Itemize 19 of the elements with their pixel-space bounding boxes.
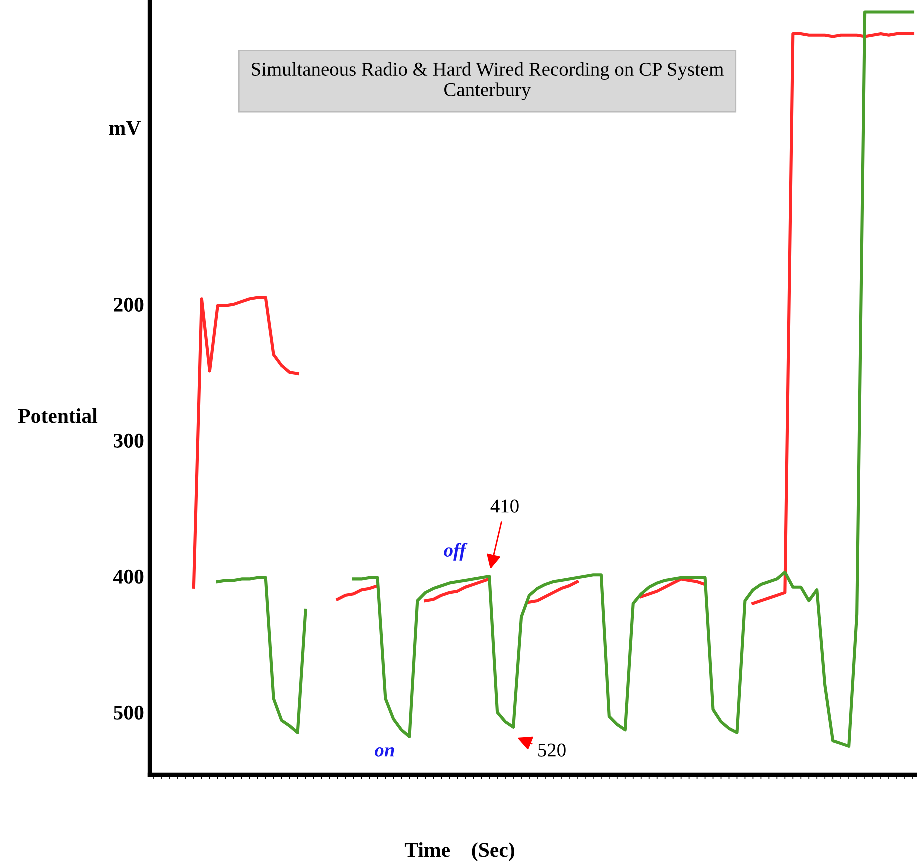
annotation: 520	[538, 744, 566, 757]
x-axis-title: Time (Sec)	[404, 842, 514, 862]
y-tick-label: 200	[114, 298, 144, 312]
annotation: 410	[490, 500, 519, 513]
text: mV	[109, 121, 141, 136]
annotation: on	[375, 748, 394, 757]
line-series	[424, 578, 492, 602]
line-series	[752, 32, 915, 606]
line-series	[216, 576, 308, 734]
line-series	[528, 580, 579, 604]
text: Potential	[18, 408, 98, 424]
y-tick-label: 400	[113, 570, 144, 584]
line-series	[192, 296, 300, 589]
line-series	[336, 584, 380, 602]
text: Simultaneous Radio & Hard Wired Recording on CP System Canterbury	[252, 62, 724, 100]
annotation: off	[444, 543, 468, 561]
y-tick-label: 300	[114, 434, 144, 448]
line-series	[640, 578, 707, 598]
y-tick-label: 500	[114, 706, 144, 720]
